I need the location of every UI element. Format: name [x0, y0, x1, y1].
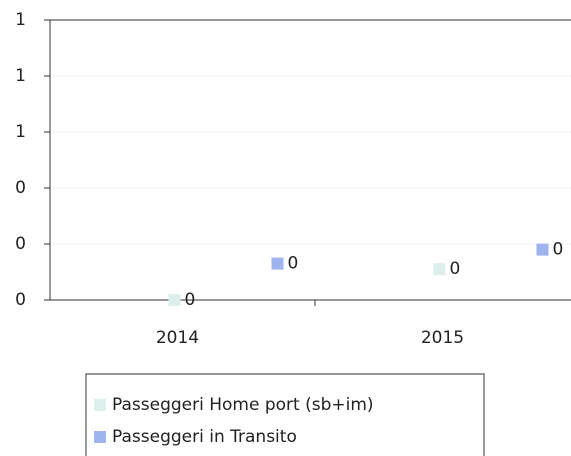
y-tick-label: 1 — [15, 66, 26, 86]
x-tick-label: 2015 — [421, 328, 464, 348]
marker — [433, 263, 446, 276]
data-label: 0 — [288, 254, 299, 274]
legend-label: Passeggeri in Transito — [112, 427, 297, 447]
y-tick-label: 1 — [15, 122, 26, 142]
legend-label: Passeggeri Home port (sb+im) — [112, 395, 374, 415]
legend-swatch — [94, 399, 106, 411]
marker — [271, 257, 284, 270]
data-label: 0 — [553, 240, 564, 260]
legend-swatch — [94, 431, 106, 443]
data-label: 0 — [450, 259, 461, 279]
y-tick-label: 0 — [15, 178, 26, 198]
data-label: 0 — [185, 290, 196, 310]
y-tick-label: 0 — [15, 290, 26, 310]
marker — [168, 294, 181, 306]
y-tick-label: 0 — [15, 234, 26, 254]
x-tick-label: 2014 — [156, 328, 199, 348]
y-tick-label: 1 — [15, 10, 26, 30]
marker — [536, 243, 549, 256]
legend-box — [85, 373, 485, 456]
